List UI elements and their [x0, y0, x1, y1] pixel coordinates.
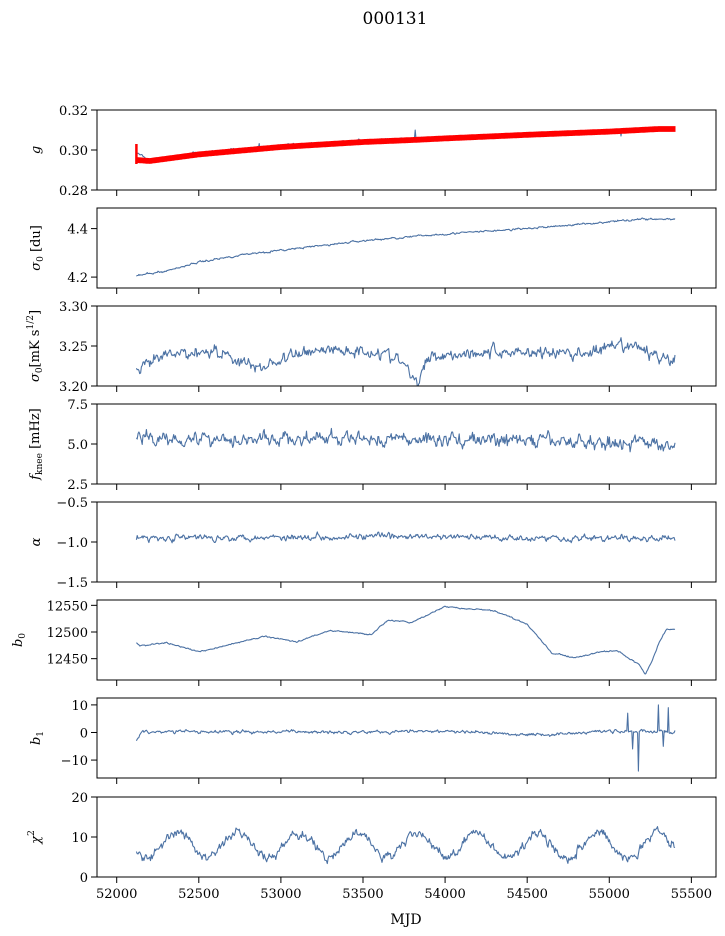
figure-title: 000131: [363, 9, 428, 29]
data-series-line: [135, 704, 676, 772]
y-axis-label: σ0[mK s1/2]: [26, 310, 45, 382]
plot-area: [136, 217, 676, 277]
y-axis-label: fknee [mHz]: [28, 408, 45, 481]
x-axis-label: MJD: [390, 912, 421, 928]
panel-3: 3.20 3.25 3.30 σ0[mK s1/2]: [26, 300, 717, 395]
plot-area: [135, 531, 676, 544]
y-tick-label: 20: [71, 791, 88, 806]
y-tick-label: 12450: [47, 653, 88, 668]
data-series-line: [135, 531, 676, 544]
y-axis-label: b0: [11, 633, 28, 647]
panels: 0.28 0.30 0.32 g 4.2 4.4 σ0 [du] 3.20 3.25 3.30 σ0…: [11, 104, 717, 902]
y-tick-label: 0: [80, 726, 88, 741]
panel-8: 0 10 20 52000 52500 53000 53500 54000 54500 55000…: [27, 791, 717, 902]
y-tick-label: 3.20: [59, 380, 88, 395]
plot-area: [136, 605, 676, 675]
panel-2: 4.2 4.4 σ0 [du]: [29, 207, 717, 294]
data-series-line: [136, 605, 676, 675]
y-tick-label: 3.25: [59, 340, 88, 355]
data-series-line: [136, 217, 676, 277]
y-tick-label: 0: [80, 871, 88, 886]
plot-area: [135, 427, 676, 453]
x-tick-label: 54000: [424, 887, 465, 902]
y-tick-label: 5.0: [67, 438, 88, 453]
axes-frame: [96, 109, 717, 191]
plot-area: [135, 126, 676, 164]
y-tick-label: 4.2: [67, 271, 88, 286]
axes-frame: [96, 501, 717, 583]
y-tick-label: 2.5: [67, 478, 88, 493]
axes-frame: [96, 697, 717, 779]
plot-area: [135, 704, 676, 772]
data-series-line: [135, 337, 676, 386]
axes-frame: [96, 599, 717, 681]
y-axis-label: σ0 [du]: [29, 225, 46, 271]
axes-frame: [96, 207, 717, 289]
y-tick-label: 3.30: [59, 300, 88, 315]
fit-series-band: [135, 126, 676, 164]
y-tick-label: 10: [71, 699, 88, 714]
y-tick-label: −10: [61, 754, 88, 769]
y-tick-label: −1.0: [56, 536, 88, 551]
y-tick-label: 12500: [47, 626, 88, 641]
y-axis-label: g: [29, 146, 44, 154]
axes-frame: [96, 305, 717, 387]
x-tick-label: 54500: [507, 887, 548, 902]
y-axis-label: b1: [29, 731, 46, 745]
data-series-line: [135, 826, 676, 865]
y-tick-label: 12550: [47, 599, 88, 614]
plot-area: [135, 826, 676, 865]
y-axis-label: χ2: [27, 830, 44, 845]
x-tick-label: 55000: [589, 887, 630, 902]
x-tick-label: 52500: [178, 887, 219, 902]
panel-7: −10 0 10 b1: [29, 697, 717, 784]
panel-1: 0.28 0.30 0.32 g: [29, 104, 717, 199]
y-tick-label: −1.5: [56, 576, 88, 591]
x-tick-label: 52000: [96, 887, 137, 902]
y-tick-label: 10: [71, 831, 88, 846]
panel-5: −1.5 −1.0 −0.5 α: [29, 496, 717, 591]
y-tick-label: 0.32: [59, 104, 88, 119]
data-series-line: [135, 427, 676, 453]
y-axis-label: α: [29, 537, 44, 546]
y-tick-label: 7.5: [67, 398, 88, 413]
plot-area: [135, 337, 676, 386]
y-tick-label: −0.5: [56, 496, 88, 511]
x-tick-label: 53000: [260, 887, 301, 902]
x-tick-label: 53500: [342, 887, 383, 902]
x-tick-label: 55500: [671, 887, 712, 902]
y-tick-label: 0.28: [59, 184, 88, 199]
y-tick-label: 0.30: [59, 144, 88, 159]
y-tick-label: 4.4: [67, 223, 88, 238]
panel-6: 12450 12500 12550 b0: [11, 599, 717, 686]
panel-4: 2.5 5.0 7.5 fknee [mHz]: [28, 398, 717, 493]
